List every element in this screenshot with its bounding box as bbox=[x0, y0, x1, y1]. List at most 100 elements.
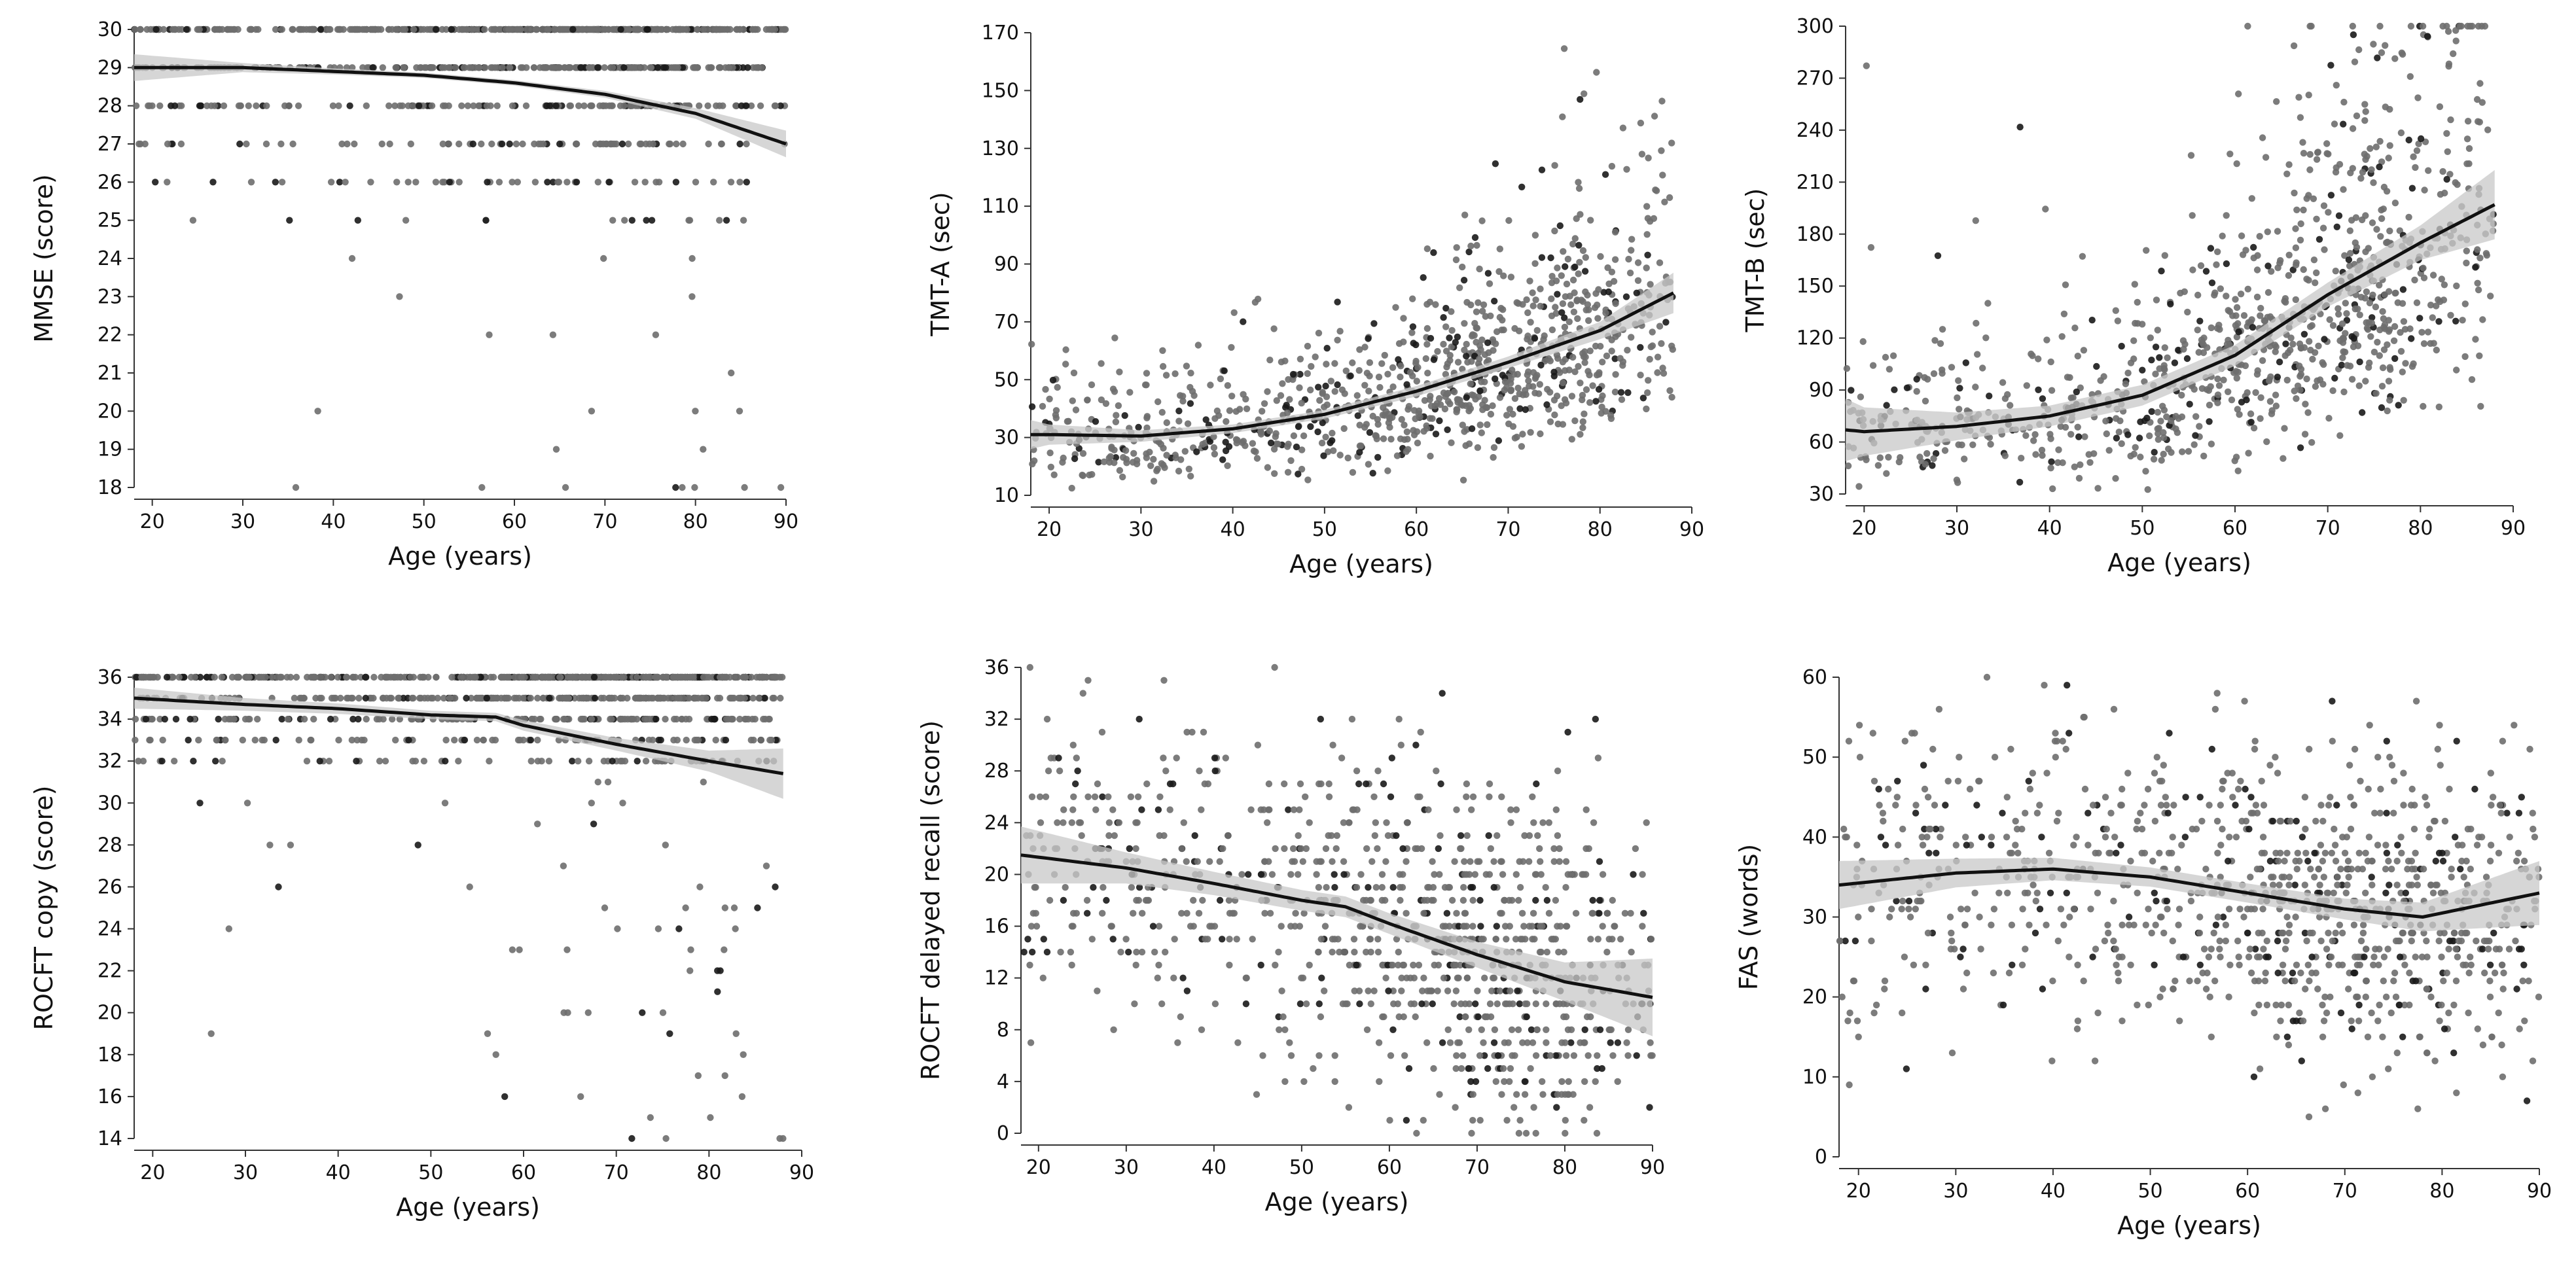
data-point bbox=[1459, 264, 1465, 270]
x-tick-label: 20 bbox=[140, 510, 165, 533]
data-point bbox=[1073, 406, 1079, 413]
data-point bbox=[2030, 437, 2037, 444]
data-point bbox=[1354, 392, 1361, 398]
data-point bbox=[705, 141, 711, 147]
data-point bbox=[649, 737, 656, 743]
data-point bbox=[1573, 215, 1580, 222]
data-point bbox=[1617, 355, 1624, 362]
data-point bbox=[2421, 340, 2427, 347]
data-point bbox=[2071, 325, 2078, 331]
data-point bbox=[600, 103, 607, 109]
data-point bbox=[1922, 461, 1929, 467]
data-point bbox=[2367, 333, 2374, 340]
y-tick-label: 32 bbox=[98, 750, 122, 773]
x-tick-label: 90 bbox=[1640, 1156, 1665, 1179]
data-point bbox=[683, 737, 690, 743]
data-point bbox=[392, 737, 399, 743]
data-point bbox=[2293, 207, 2300, 213]
data-point bbox=[2319, 359, 2325, 366]
data-point bbox=[151, 674, 157, 680]
data-point bbox=[2316, 236, 2323, 243]
data-point bbox=[1440, 341, 1446, 347]
data-point bbox=[1844, 365, 1850, 372]
data-point bbox=[2300, 150, 2307, 156]
data-point bbox=[585, 1010, 592, 1016]
data-point bbox=[1562, 1117, 1569, 1123]
data-point bbox=[2369, 320, 2375, 326]
data-point bbox=[2223, 260, 2230, 267]
data-point bbox=[2081, 347, 2087, 353]
data-point bbox=[503, 26, 509, 33]
data-point bbox=[1446, 334, 1452, 341]
data-point bbox=[1581, 410, 1587, 417]
data-point bbox=[1382, 975, 1389, 981]
data-point bbox=[2386, 154, 2392, 161]
data-point bbox=[1329, 430, 1335, 436]
data-point bbox=[1463, 353, 1469, 359]
data-point bbox=[2359, 409, 2365, 415]
data-point bbox=[1644, 231, 1651, 238]
data-point bbox=[733, 26, 740, 33]
data-point bbox=[192, 674, 198, 680]
data-point bbox=[1640, 910, 1647, 917]
data-point bbox=[448, 26, 455, 33]
data-point bbox=[2378, 215, 2385, 222]
data-point bbox=[361, 737, 367, 743]
data-point bbox=[2113, 308, 2119, 314]
data-point bbox=[455, 758, 461, 764]
data-point bbox=[577, 26, 583, 33]
data-point bbox=[2029, 353, 2035, 359]
data-point bbox=[1444, 427, 1450, 433]
data-point bbox=[2250, 244, 2257, 251]
data-point bbox=[1603, 949, 1610, 955]
data-point bbox=[461, 64, 467, 71]
data-point bbox=[2306, 338, 2312, 345]
data-point bbox=[1261, 400, 1268, 407]
data-point bbox=[1533, 372, 1540, 378]
data-point bbox=[2350, 23, 2356, 29]
data-point bbox=[1659, 171, 1666, 178]
data-point bbox=[2447, 116, 2454, 123]
data-point bbox=[1211, 444, 1217, 451]
data-point bbox=[1092, 418, 1099, 425]
y-axis-label: ROCFT copy (score) bbox=[29, 786, 58, 1031]
data-point bbox=[754, 904, 760, 911]
data-point bbox=[2312, 279, 2318, 286]
data-point bbox=[2315, 343, 2321, 349]
data-point bbox=[1579, 392, 1586, 398]
data-point bbox=[503, 695, 510, 701]
data-point bbox=[2391, 55, 2398, 62]
data-point bbox=[2386, 397, 2393, 404]
data-point bbox=[1577, 96, 1583, 103]
data-point bbox=[2285, 161, 2292, 168]
data-point bbox=[407, 674, 414, 680]
data-point bbox=[501, 1093, 508, 1100]
data-point bbox=[351, 141, 357, 147]
data-point bbox=[2476, 353, 2482, 359]
y-tick-label: 32 bbox=[984, 708, 1009, 731]
y-tick-label: 29 bbox=[98, 56, 122, 79]
y-tick-label: 28 bbox=[98, 834, 122, 856]
data-point bbox=[1146, 449, 1153, 455]
x-tick-label: 30 bbox=[233, 1161, 258, 1184]
data-point bbox=[138, 674, 145, 680]
data-point bbox=[1914, 388, 1920, 395]
data-point bbox=[135, 758, 141, 764]
data-point bbox=[2196, 349, 2202, 355]
data-point bbox=[347, 26, 353, 33]
data-point bbox=[1554, 291, 1560, 298]
data-point bbox=[1537, 431, 1543, 437]
data-point bbox=[1414, 378, 1420, 384]
data-point bbox=[703, 695, 709, 701]
data-point bbox=[2346, 256, 2352, 263]
data-point bbox=[1206, 858, 1213, 865]
data-point bbox=[1467, 858, 1473, 865]
data-point bbox=[1384, 467, 1391, 474]
data-point bbox=[1590, 910, 1596, 917]
data-point bbox=[1594, 1130, 1600, 1137]
data-point bbox=[1367, 936, 1373, 942]
data-point bbox=[2297, 340, 2303, 347]
data-point bbox=[695, 1072, 702, 1079]
data-point bbox=[1628, 334, 1634, 340]
data-point bbox=[743, 179, 750, 185]
